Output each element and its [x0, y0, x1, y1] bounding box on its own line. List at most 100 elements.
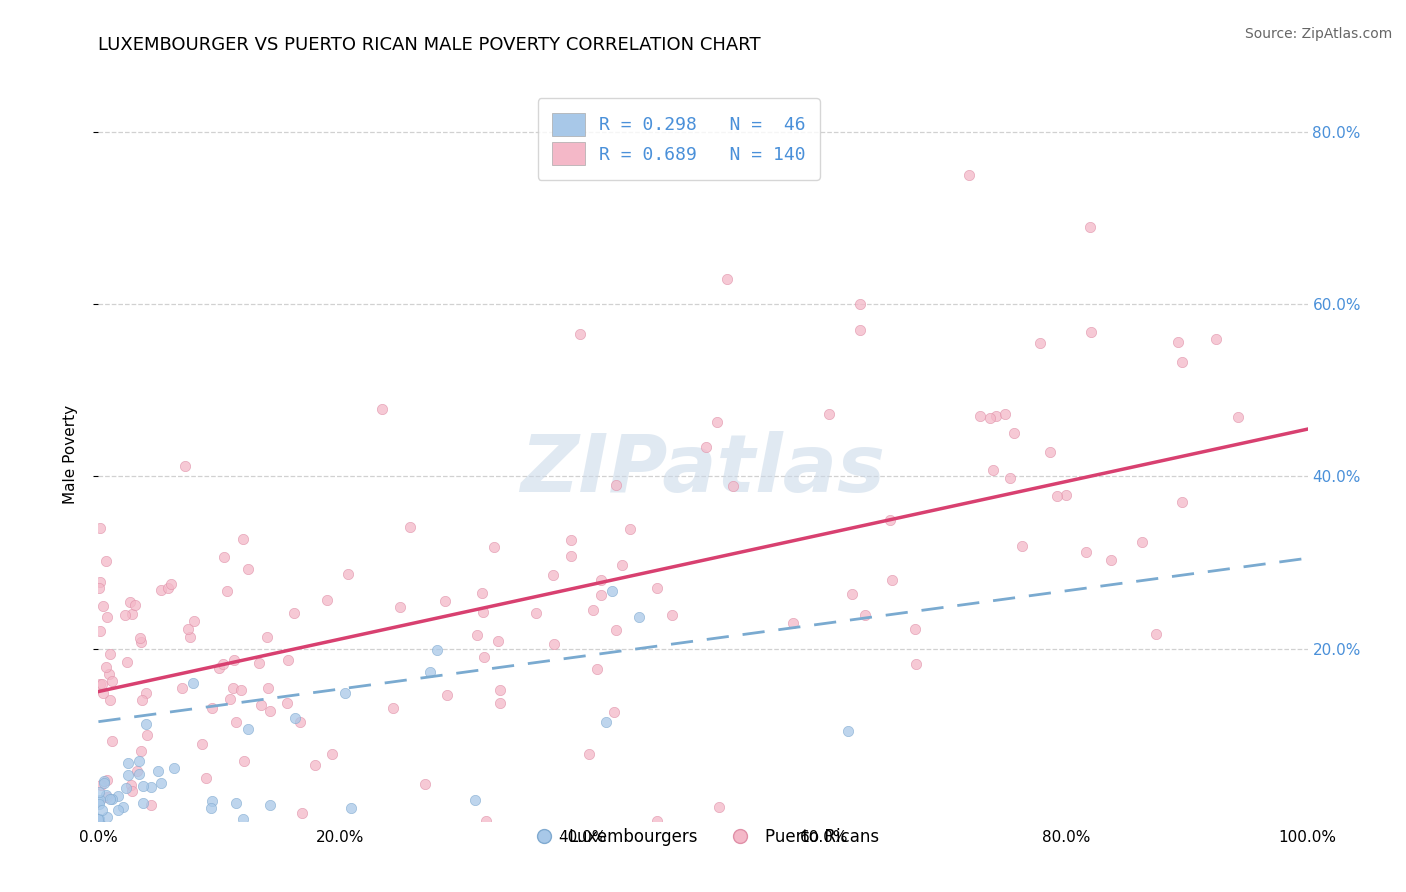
Y-axis label: Male Poverty: Male Poverty [63, 405, 77, 505]
Point [981, 463, 1004, 477]
Point [339, 800, 361, 814]
Point [610, 558, 633, 572]
Point [89, 624, 111, 638]
Point [219, 692, 242, 706]
Point [389, 600, 412, 615]
Point [90, 778, 112, 792]
Point [238, 722, 260, 736]
Point [1167, 334, 1189, 349]
Point [89, 521, 111, 535]
Point [129, 632, 152, 646]
Point [998, 471, 1021, 485]
Point [89, 793, 111, 807]
Point [100, 734, 122, 748]
Point [232, 532, 254, 546]
Point [200, 801, 222, 815]
Point [276, 697, 298, 711]
Point [87, 812, 110, 826]
Point [569, 326, 592, 341]
Point [233, 754, 256, 768]
Point [957, 168, 980, 182]
Point [1054, 488, 1077, 502]
Point [128, 754, 150, 768]
Point [627, 609, 650, 624]
Point [89, 677, 111, 691]
Point [336, 566, 359, 581]
Point [472, 649, 495, 664]
Text: Source: ZipAtlas.com: Source: ZipAtlas.com [1244, 27, 1392, 41]
Point [259, 797, 281, 812]
Point [465, 628, 488, 642]
Point [96, 773, 118, 788]
Point [114, 780, 136, 795]
Point [120, 595, 142, 609]
Point [1205, 332, 1227, 346]
Point [1099, 553, 1122, 567]
Point [371, 402, 394, 417]
Text: LUXEMBOURGER VS PUERTO RICAN MALE POVERTY CORRELATION CHART: LUXEMBOURGER VS PUERTO RICAN MALE POVERT… [98, 36, 761, 54]
Point [661, 607, 683, 622]
Point [969, 409, 991, 424]
Point [121, 607, 143, 621]
Point [96, 660, 118, 674]
Point [232, 812, 254, 826]
Point [111, 800, 134, 814]
Point [114, 607, 136, 622]
Point [879, 513, 901, 527]
Point [472, 605, 495, 619]
Point [150, 776, 173, 790]
Point [849, 323, 872, 337]
Point [419, 665, 441, 680]
Point [124, 598, 146, 612]
Point [236, 562, 259, 576]
Point [125, 764, 148, 778]
Point [256, 631, 278, 645]
Point [135, 686, 157, 700]
Point [782, 615, 804, 630]
Point [100, 647, 122, 661]
Point [333, 686, 356, 700]
Point [156, 581, 179, 595]
Point [904, 622, 927, 636]
Point [474, 814, 496, 828]
Point [1076, 545, 1098, 559]
Point [880, 573, 903, 587]
Point [986, 409, 1008, 424]
Point [87, 812, 110, 826]
Point [398, 520, 420, 534]
Point [149, 582, 172, 597]
Point [1171, 494, 1194, 508]
Point [1227, 409, 1250, 424]
Point [94, 553, 117, 567]
Legend: Luxembourgers, Puerto Ricans: Luxembourgers, Puerto Ricans [520, 822, 886, 853]
Point [129, 744, 152, 758]
Point [841, 587, 863, 601]
Point [120, 778, 142, 792]
Point [482, 540, 505, 554]
Point [541, 567, 564, 582]
Point [87, 785, 110, 799]
Point [904, 657, 927, 671]
Point [382, 700, 405, 714]
Point [413, 777, 436, 791]
Point [146, 764, 169, 778]
Point [91, 803, 114, 817]
Point [578, 747, 600, 762]
Point [98, 792, 121, 806]
Point [1171, 355, 1194, 369]
Point [176, 622, 198, 636]
Point [179, 631, 201, 645]
Point [93, 773, 115, 788]
Point [93, 776, 115, 790]
Point [560, 533, 582, 547]
Point [849, 297, 872, 311]
Point [132, 779, 155, 793]
Point [231, 683, 253, 698]
Point [1078, 219, 1101, 234]
Point [256, 681, 278, 696]
Point [107, 803, 129, 817]
Point [87, 812, 110, 826]
Point [128, 767, 150, 781]
Point [283, 606, 305, 620]
Point [89, 797, 111, 811]
